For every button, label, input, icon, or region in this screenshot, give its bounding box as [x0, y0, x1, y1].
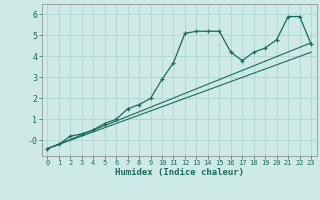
X-axis label: Humidex (Indice chaleur): Humidex (Indice chaleur): [115, 168, 244, 177]
